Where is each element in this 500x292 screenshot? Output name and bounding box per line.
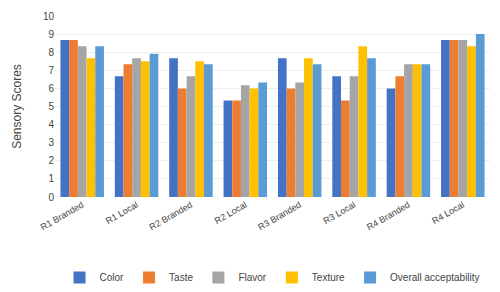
svg-text:3: 3 [48,137,54,148]
svg-text:Color: Color [100,272,125,283]
svg-text:R3 Local: R3 Local [322,199,358,225]
svg-text:R1 Branded: R1 Branded [39,199,86,232]
svg-text:R4 Local: R4 Local [430,199,466,225]
svg-text:R2 Local: R2 Local [213,199,249,225]
svg-text:2: 2 [48,155,54,166]
svg-text:6: 6 [48,83,54,94]
svg-text:Taste: Taste [169,272,193,283]
svg-text:9: 9 [48,29,54,40]
svg-text:5: 5 [48,101,54,112]
svg-text:R1 Local: R1 Local [104,199,140,225]
svg-text:Texture: Texture [312,272,345,283]
svg-text:1: 1 [48,173,54,184]
svg-text:8: 8 [48,47,54,58]
svg-text:R4 Branded: R4 Branded [365,199,412,232]
svg-text:R3 Branded: R3 Branded [256,199,303,232]
svg-text:Overall acceptability: Overall acceptability [390,272,479,283]
svg-text:7: 7 [48,65,54,76]
svg-text:10: 10 [43,11,55,22]
svg-text:Sensory Scores: Sensory Scores [10,64,24,149]
svg-text:R2 Branded: R2 Branded [148,199,195,232]
svg-text:Flavor: Flavor [238,272,266,283]
svg-text:4: 4 [48,119,54,130]
svg-text:0: 0 [48,192,54,203]
